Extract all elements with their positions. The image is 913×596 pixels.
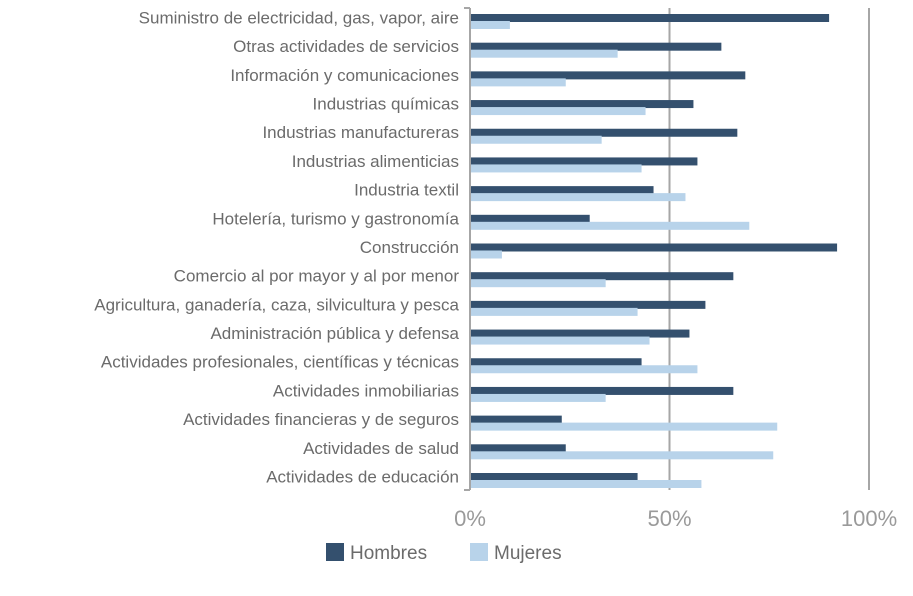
legend-swatch	[470, 543, 488, 561]
bar	[470, 473, 638, 481]
bar	[470, 272, 734, 281]
y-tick-label: Industrias químicas	[313, 95, 459, 114]
bar	[470, 250, 502, 259]
bar	[470, 14, 830, 22]
bar	[470, 221, 750, 230]
y-tick-label: Construcción	[360, 238, 459, 257]
x-tick-label: 50%	[647, 506, 691, 531]
bar	[470, 71, 746, 80]
bar	[470, 49, 618, 58]
bar	[470, 78, 566, 87]
bar	[470, 444, 566, 453]
bar	[470, 393, 606, 402]
y-tick-label: Información y comunicaciones	[230, 66, 459, 85]
bar	[470, 193, 686, 202]
bar	[470, 21, 510, 29]
bar	[470, 214, 590, 223]
bar	[470, 107, 646, 116]
bar	[470, 164, 642, 173]
bar	[470, 415, 562, 424]
bar	[470, 365, 698, 374]
bar	[470, 307, 638, 316]
bar	[470, 300, 706, 309]
bar	[470, 329, 690, 338]
bar	[470, 243, 838, 252]
y-tick-label: Hotelería, turismo y gastronomía	[212, 209, 459, 228]
y-tick-label: Actividades inmobiliarias	[273, 381, 459, 400]
y-tick-label: Administración pública y defensa	[210, 324, 459, 343]
y-tick-label: Actividades de salud	[303, 439, 459, 458]
y-tick-label: Actividades financieras y de seguros	[183, 410, 459, 429]
legend-swatch	[326, 543, 344, 561]
y-tick-label: Suministro de electricidad, gas, vapor, …	[139, 8, 459, 27]
y-tick-label: Otras actividades de servicios	[233, 37, 459, 56]
bar	[470, 451, 774, 460]
bar	[470, 422, 778, 431]
y-tick-label: Industrias alimenticias	[292, 152, 459, 171]
y-tick-label: Industria textil	[354, 181, 459, 200]
bar	[470, 157, 698, 166]
bar	[470, 135, 602, 144]
bar	[470, 279, 606, 288]
bar	[470, 128, 738, 137]
bar	[470, 42, 722, 51]
x-tick-label: 100%	[841, 506, 897, 531]
y-tick-label: Actividades de educación	[266, 467, 459, 486]
y-tick-label: Agricultura, ganadería, caza, silvicultu…	[94, 295, 459, 314]
bar	[470, 186, 654, 195]
x-tick-label: 0%	[454, 506, 486, 531]
legend-label: Hombres	[350, 543, 427, 564]
bar	[470, 336, 650, 345]
legend-label: Mujeres	[494, 543, 562, 564]
bar	[470, 386, 734, 395]
bar	[470, 480, 702, 488]
bar	[470, 100, 694, 109]
y-tick-label: Industrias manufactureras	[262, 123, 459, 142]
y-tick-label: Actividades profesionales, científicas y…	[101, 353, 459, 372]
bar	[470, 358, 642, 367]
y-tick-label: Comercio al por mayor y al por menor	[174, 267, 460, 286]
